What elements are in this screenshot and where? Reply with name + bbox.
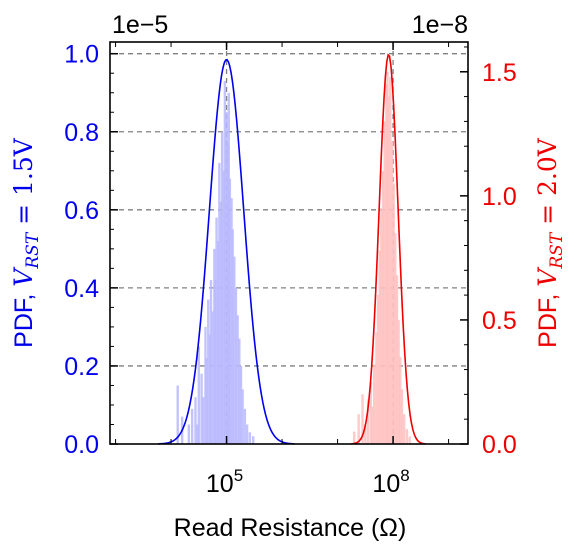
- histogram-bar-1-26: [405, 429, 409, 444]
- histogram-bar-0-34: [239, 365, 243, 444]
- right-axis-title-value: = 2.0V: [533, 137, 562, 233]
- left-axis-title-value: = 1.5V: [9, 137, 38, 233]
- histogram-bar-1-12: [381, 171, 385, 444]
- histogram-bar-0-36: [243, 408, 247, 444]
- histogram-bar-0-29: [231, 229, 234, 444]
- right-tick-label-1: 0.5: [482, 307, 517, 335]
- x-axis-title: Read Resistance (Ω): [174, 514, 407, 542]
- histogram-bar-1-4: [366, 399, 370, 444]
- left-axis-title: PDF, VRST = 1.5V: [9, 137, 43, 348]
- histogram-bar-0-39: [252, 436, 255, 444]
- histograms: [176, 71, 411, 445]
- histogram-bar-1-27: [408, 436, 411, 444]
- histogram-bar-1-21: [395, 275, 399, 444]
- histogram-bar-0-33: [238, 338, 241, 444]
- right-axis-title-sub: RST: [547, 231, 567, 269]
- right-axis-title-var: V: [533, 266, 562, 287]
- histogram-bar-0-14: [211, 311, 214, 444]
- histogram-bar-1-18: [390, 141, 394, 444]
- histogram-bar-0-35: [241, 389, 244, 444]
- x-tick-label-0: 105: [206, 466, 243, 498]
- left-axis-title-var: V: [9, 266, 38, 287]
- ticks: 0.0 0.2 0.4 0.6 0.8 1.0 0.0 0.5 1.0 1.5 105 108: [64, 41, 517, 498]
- histogram-bar-1-1: [357, 414, 360, 444]
- histogram-bar-0-38: [248, 432, 252, 444]
- histogram-bar-0-19: [218, 162, 221, 444]
- histogram-bar-0-13: [209, 280, 213, 444]
- histogram-bar-1-6: [371, 406, 374, 444]
- histogram-bar-1-10: [378, 250, 381, 444]
- right-tick-label-0: 0.0: [482, 431, 517, 459]
- histogram-bar-1-3: [364, 424, 367, 444]
- plot-frame: [109, 41, 469, 445]
- histogram-bar-0-30: [233, 256, 236, 444]
- histogram-bar-1-19: [392, 183, 395, 444]
- histogram-bar-0-32: [236, 315, 239, 444]
- histogram-bar-0-10: [205, 358, 208, 444]
- fit-curve-left: [158, 58, 295, 445]
- left-tick-label-2: 0.4: [64, 275, 99, 303]
- left-axis-scale: 1e−5: [112, 11, 168, 39]
- left-tick-label-4: 0.8: [64, 119, 99, 147]
- histogram-bar-0-4: [194, 397, 197, 444]
- left-axis-title-sub: RST: [23, 231, 43, 269]
- grid: [110, 42, 468, 444]
- histogram-bar-0-3: [190, 408, 194, 444]
- histogram-bar-0-8: [202, 397, 205, 444]
- curves: [158, 53, 426, 445]
- histogram-bar-0-6: [197, 346, 201, 444]
- left-tick-label-0: 0.0: [64, 431, 99, 459]
- right-axis-title: PDF, VRST = 2.0V: [533, 137, 567, 348]
- left-axis-title-prefix: PDF,: [10, 287, 38, 348]
- histogram-bar-0-17: [215, 217, 218, 444]
- histogram-bar-1-20: [394, 233, 397, 444]
- histogram-bar-1-23: [399, 357, 402, 444]
- histogram-bar-0-21: [220, 131, 224, 445]
- histogram-bar-1-7: [372, 364, 376, 444]
- histogram-bar-1-2: [361, 394, 364, 444]
- histogram-bar-0-11: [207, 299, 210, 444]
- x-tick-label-1: 108: [372, 466, 409, 498]
- histogram-bar-1-16: [387, 96, 390, 444]
- right-axis-title-prefix: PDF,: [534, 287, 562, 348]
- histogram-bar-0-31: [234, 287, 238, 444]
- right-axis-scale: 1e−8: [412, 11, 468, 39]
- histogram-bar-1-0: [353, 431, 356, 444]
- left-tick-label-3: 0.6: [64, 197, 99, 225]
- fit-curve-right: [350, 53, 426, 445]
- histogram-bar-0-7: [200, 373, 203, 444]
- left-tick-label-1: 0.2: [64, 353, 99, 381]
- histogram-bar-1-17: [389, 76, 392, 445]
- histogram-bar-1-9: [376, 295, 380, 444]
- histogram-bar-1-25: [402, 414, 406, 444]
- histogram-bar-1-5: [369, 381, 373, 444]
- histogram-bar-0-37: [245, 424, 249, 444]
- histogram-bar-0-0: [176, 385, 179, 444]
- right-tick-label-2: 1.0: [482, 183, 517, 211]
- left-tick-label-5: 1.0: [64, 41, 99, 69]
- histogram-bar-1-8: [375, 332, 378, 444]
- histogram-bar-0-23: [223, 81, 227, 445]
- histogram-bar-1-22: [397, 319, 400, 444]
- histogram-bar-1-13: [383, 121, 386, 444]
- histogram-bar-0-27: [228, 178, 232, 445]
- histogram-bar-1-11: [380, 208, 383, 444]
- right-tick-label-3: 1.5: [482, 59, 517, 87]
- histogram-bar-0-2: [187, 424, 191, 444]
- histogram-bar-1-24: [400, 389, 404, 444]
